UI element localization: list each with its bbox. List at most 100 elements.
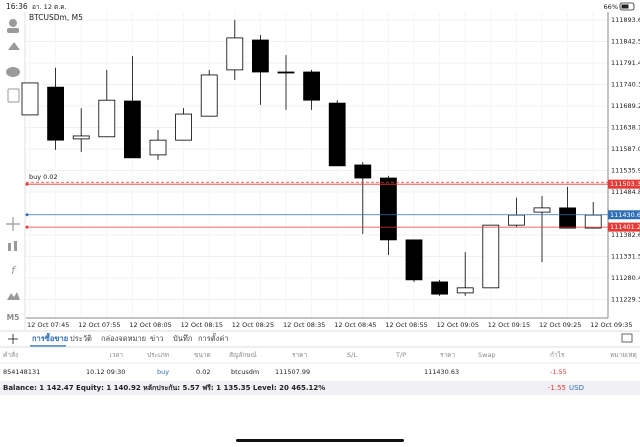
candle-body — [175, 113, 193, 141]
cell: 0.02 — [196, 368, 210, 376]
price-tag-label: 111430.63 — [610, 211, 640, 219]
candle-body — [72, 135, 90, 140]
column-header: ประเภท — [147, 351, 169, 359]
order-label: buy 0.02 — [29, 173, 58, 181]
price-dot — [25, 182, 29, 186]
price-dot — [25, 213, 29, 217]
column-header: ราคา — [440, 351, 455, 359]
y-tick-label: 111893.60 — [611, 16, 640, 24]
objects-icon[interactable] — [7, 292, 20, 300]
candle-body — [21, 82, 39, 116]
status-battery: 66% — [604, 3, 618, 11]
table: คำสั่ง เวลา ประเภท ขนาด สัญลักษณ์ ราคา S/L T/P ร… — [0, 350, 640, 376]
x-tick-label: 12 Oct 07:45 — [27, 321, 69, 329]
x-tick-label: 12 Oct 08:35 — [283, 321, 325, 329]
tab[interactable]: บันทึก — [173, 334, 192, 343]
cell: 10.12 09:30 — [86, 368, 125, 376]
tab[interactable]: การซื้อขาย — [32, 332, 68, 343]
candle-body — [328, 102, 346, 167]
column-header: เวลา — [109, 351, 123, 359]
tabs: การซื้อขาย ประวัติ กล่องจดหมาย ข่าว บันทึก กา… — [30, 332, 229, 347]
column-header: สัญลักษณ์ — [229, 351, 257, 359]
add-button[interactable] — [8, 334, 18, 344]
x-tick-label: 12 Oct 09:15 — [488, 321, 530, 329]
x-tick-label: 12 Oct 07:55 — [78, 321, 120, 329]
tab[interactable]: การตั้งค่า — [198, 333, 229, 343]
candle-body — [149, 139, 167, 156]
column-header: ราคา — [292, 351, 307, 359]
account-icon[interactable] — [9, 19, 17, 27]
price-tag — [608, 179, 640, 189]
x-tick-label: 12 Oct 09:35 — [590, 321, 632, 329]
tab[interactable]: ประวัติ — [70, 334, 92, 343]
y-tick-label: 111535.90 — [611, 166, 640, 174]
column-header: คำสั่ง — [3, 350, 18, 359]
y-tick-label: 111842.50 — [611, 37, 640, 45]
indicator-icon[interactable]: f — [11, 264, 17, 277]
x-tick-label: 12 Oct 08:15 — [181, 321, 223, 329]
x-tick-label: 12 Oct 09:25 — [539, 321, 581, 329]
x-tick-label: 12 Oct 08:45 — [334, 321, 376, 329]
candle-body — [559, 207, 576, 229]
y-tick-label: 111587.00 — [611, 145, 640, 153]
price-tag-label: 111503.34 — [610, 180, 640, 188]
candle-type-icon-2 — [14, 241, 17, 251]
account-icon-body — [7, 28, 19, 33]
price-tag — [608, 210, 640, 220]
price-tag — [608, 222, 640, 232]
x-tick-label: 12 Oct 08:55 — [385, 321, 427, 329]
balance-bar — [0, 381, 640, 395]
y-tick-label: 111638.10 — [611, 123, 640, 131]
column-header: Swap — [478, 351, 496, 359]
crosshair-icon[interactable] — [6, 217, 20, 231]
battery-level — [621, 4, 629, 9]
y-tick-label: 111689.20 — [611, 102, 640, 110]
layout-button[interactable] — [621, 333, 633, 343]
x-tick-label: 12 Oct 08:25 — [232, 321, 274, 329]
candle-body — [405, 239, 423, 281]
candle-body — [47, 86, 64, 141]
candle-type-icon[interactable] — [8, 243, 11, 251]
candle-body — [354, 164, 372, 179]
column-header: หมายเหตุ — [610, 351, 637, 359]
candle-body — [507, 214, 525, 226]
candle-body — [431, 281, 449, 295]
column-header: ขนาด — [194, 351, 211, 359]
cell: 854148131 — [3, 368, 40, 376]
y-tick-label: 111740.30 — [611, 80, 640, 88]
cell: 111507.99 — [275, 368, 310, 376]
toolbar: f — [6, 19, 20, 300]
cell: -1.55 — [550, 368, 567, 376]
y-tick-label: 111382.60 — [611, 231, 640, 239]
chart: 111893.60 111842.50 111791.40 111740.30 1116… — [21, 12, 640, 329]
total-profit: -1.55 — [548, 384, 566, 392]
battery-icon — [619, 2, 635, 11]
trade-icon[interactable] — [8, 42, 20, 50]
tab[interactable]: กล่องจดหมาย — [101, 334, 146, 343]
y-tick-label: 111484.80 — [611, 188, 640, 196]
y-tick-label: 111331.50 — [611, 252, 640, 260]
column-header: กำไร — [550, 351, 565, 359]
candle-body — [251, 39, 269, 73]
candle-body — [533, 207, 551, 213]
candle-body — [379, 177, 397, 241]
status-time: 16:36 — [6, 2, 28, 11]
cell: 111430.63 — [424, 368, 459, 376]
chat-icon[interactable] — [6, 67, 20, 77]
candle-body — [456, 287, 474, 294]
timeframe[interactable]: M5 — [7, 313, 20, 322]
candle-body — [303, 71, 321, 101]
tab[interactable]: ข่าว — [150, 334, 164, 343]
candle-body — [482, 224, 500, 289]
price-tag-label: 111401.28 — [610, 223, 640, 231]
chart-title: BTCUSDm, M5 — [29, 13, 83, 22]
currency: USD — [569, 384, 584, 392]
y-tick-label: 111791.40 — [611, 59, 640, 67]
x-tick-label: 12 Oct 09:05 — [437, 321, 479, 329]
new-order-icon[interactable] — [7, 88, 20, 103]
candle-body — [98, 99, 116, 138]
candle-body — [226, 37, 244, 71]
y-tick-label: 111229.30 — [611, 295, 640, 303]
